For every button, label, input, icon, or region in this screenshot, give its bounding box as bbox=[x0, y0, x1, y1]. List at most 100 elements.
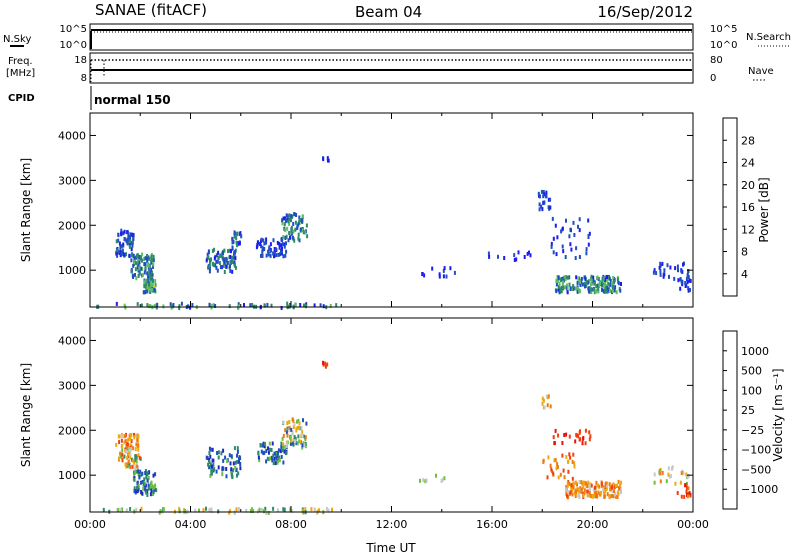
data-cell bbox=[237, 507, 240, 512]
data-cell bbox=[306, 234, 309, 239]
data-cell bbox=[263, 241, 266, 246]
data-cell bbox=[139, 480, 142, 485]
data-cell bbox=[126, 456, 129, 461]
data-cell bbox=[287, 219, 290, 224]
cpid-panel: CPID normal 150 bbox=[8, 86, 171, 110]
data-cell bbox=[326, 158, 329, 163]
data-cell bbox=[127, 236, 130, 241]
data-cell bbox=[265, 237, 268, 242]
data-cell bbox=[610, 493, 613, 498]
data-cell bbox=[543, 192, 546, 197]
data-cell bbox=[232, 253, 235, 258]
data-cell bbox=[150, 488, 153, 493]
data-cell bbox=[187, 304, 190, 309]
data-cell bbox=[659, 479, 662, 484]
data-cell bbox=[220, 451, 223, 456]
data-cell bbox=[116, 248, 119, 253]
data-cell bbox=[240, 234, 243, 239]
data-cell bbox=[136, 302, 139, 307]
data-cell bbox=[529, 253, 532, 258]
data-cell bbox=[548, 206, 551, 211]
data-cell bbox=[133, 256, 136, 261]
data-cell bbox=[128, 462, 131, 467]
data-cell bbox=[146, 471, 149, 476]
data-cell bbox=[596, 283, 599, 288]
data-cell bbox=[292, 425, 295, 430]
data-cell bbox=[669, 474, 672, 479]
data-cell bbox=[142, 290, 145, 295]
data-cell bbox=[570, 247, 573, 252]
data-cell bbox=[207, 255, 210, 260]
data-cell bbox=[230, 249, 232, 254]
data-cell bbox=[280, 445, 283, 449]
data-cell bbox=[560, 229, 563, 234]
data-cell bbox=[130, 432, 133, 437]
data-cell bbox=[545, 190, 548, 195]
data-cell bbox=[687, 486, 690, 491]
data-cell bbox=[149, 274, 152, 279]
data-cell bbox=[590, 494, 593, 499]
data-cell bbox=[147, 486, 150, 491]
data-cell bbox=[588, 483, 591, 488]
data-cell bbox=[119, 245, 122, 250]
data-cell bbox=[214, 255, 217, 260]
data-cell bbox=[286, 301, 289, 306]
data-cell bbox=[214, 263, 217, 268]
data-cell bbox=[148, 256, 151, 261]
data-cell bbox=[134, 470, 137, 475]
data-cell bbox=[178, 506, 181, 511]
data-cell bbox=[283, 242, 286, 247]
data-cell bbox=[202, 508, 205, 513]
data-cell bbox=[133, 432, 135, 437]
data-cell bbox=[269, 447, 271, 452]
data-cell bbox=[237, 241, 240, 246]
data-cell bbox=[587, 286, 590, 291]
data-cell bbox=[145, 475, 148, 480]
data-cell bbox=[293, 435, 296, 439]
colorbar-tick-label: 20 bbox=[741, 179, 755, 192]
data-cell bbox=[267, 252, 270, 257]
data-cell bbox=[144, 471, 147, 475]
data-cell bbox=[559, 277, 562, 282]
data-cell bbox=[269, 253, 272, 258]
data-cell bbox=[223, 248, 226, 253]
data-cell bbox=[541, 207, 544, 212]
data-cell bbox=[183, 509, 186, 513]
data-cell bbox=[608, 482, 611, 487]
data-cell bbox=[123, 237, 126, 241]
data-cell bbox=[143, 284, 146, 289]
data-cell bbox=[256, 509, 259, 514]
data-cell bbox=[130, 258, 133, 263]
data-cell bbox=[270, 448, 273, 452]
data-cell bbox=[292, 221, 295, 226]
data-cell bbox=[232, 461, 235, 466]
data-cell bbox=[235, 240, 238, 245]
data-cell bbox=[688, 278, 691, 283]
data-cell bbox=[145, 287, 147, 291]
data-cell bbox=[577, 276, 580, 281]
data-cell bbox=[130, 439, 133, 443]
data-cell bbox=[238, 457, 240, 462]
data-cell bbox=[604, 484, 607, 489]
data-cell bbox=[234, 250, 236, 254]
data-cell bbox=[135, 459, 138, 464]
data-cell bbox=[142, 486, 145, 491]
data-cell bbox=[547, 394, 550, 399]
colorbar-tick-label: 25 bbox=[741, 404, 755, 417]
data-cell bbox=[282, 433, 285, 438]
data-cell bbox=[282, 420, 285, 425]
data-cell bbox=[568, 275, 571, 280]
data-cell bbox=[162, 304, 165, 309]
data-cell bbox=[238, 455, 241, 460]
data-cell bbox=[288, 425, 291, 430]
data-cell bbox=[152, 258, 155, 263]
data-cell bbox=[554, 428, 557, 433]
data-cell bbox=[221, 472, 224, 477]
data-cell bbox=[243, 303, 245, 307]
data-cell bbox=[597, 289, 600, 294]
data-cell bbox=[212, 262, 215, 267]
freq-label-1: Freq. bbox=[8, 56, 33, 67]
data-cell bbox=[680, 269, 683, 274]
data-cell bbox=[571, 492, 574, 497]
data-cell bbox=[577, 487, 580, 492]
